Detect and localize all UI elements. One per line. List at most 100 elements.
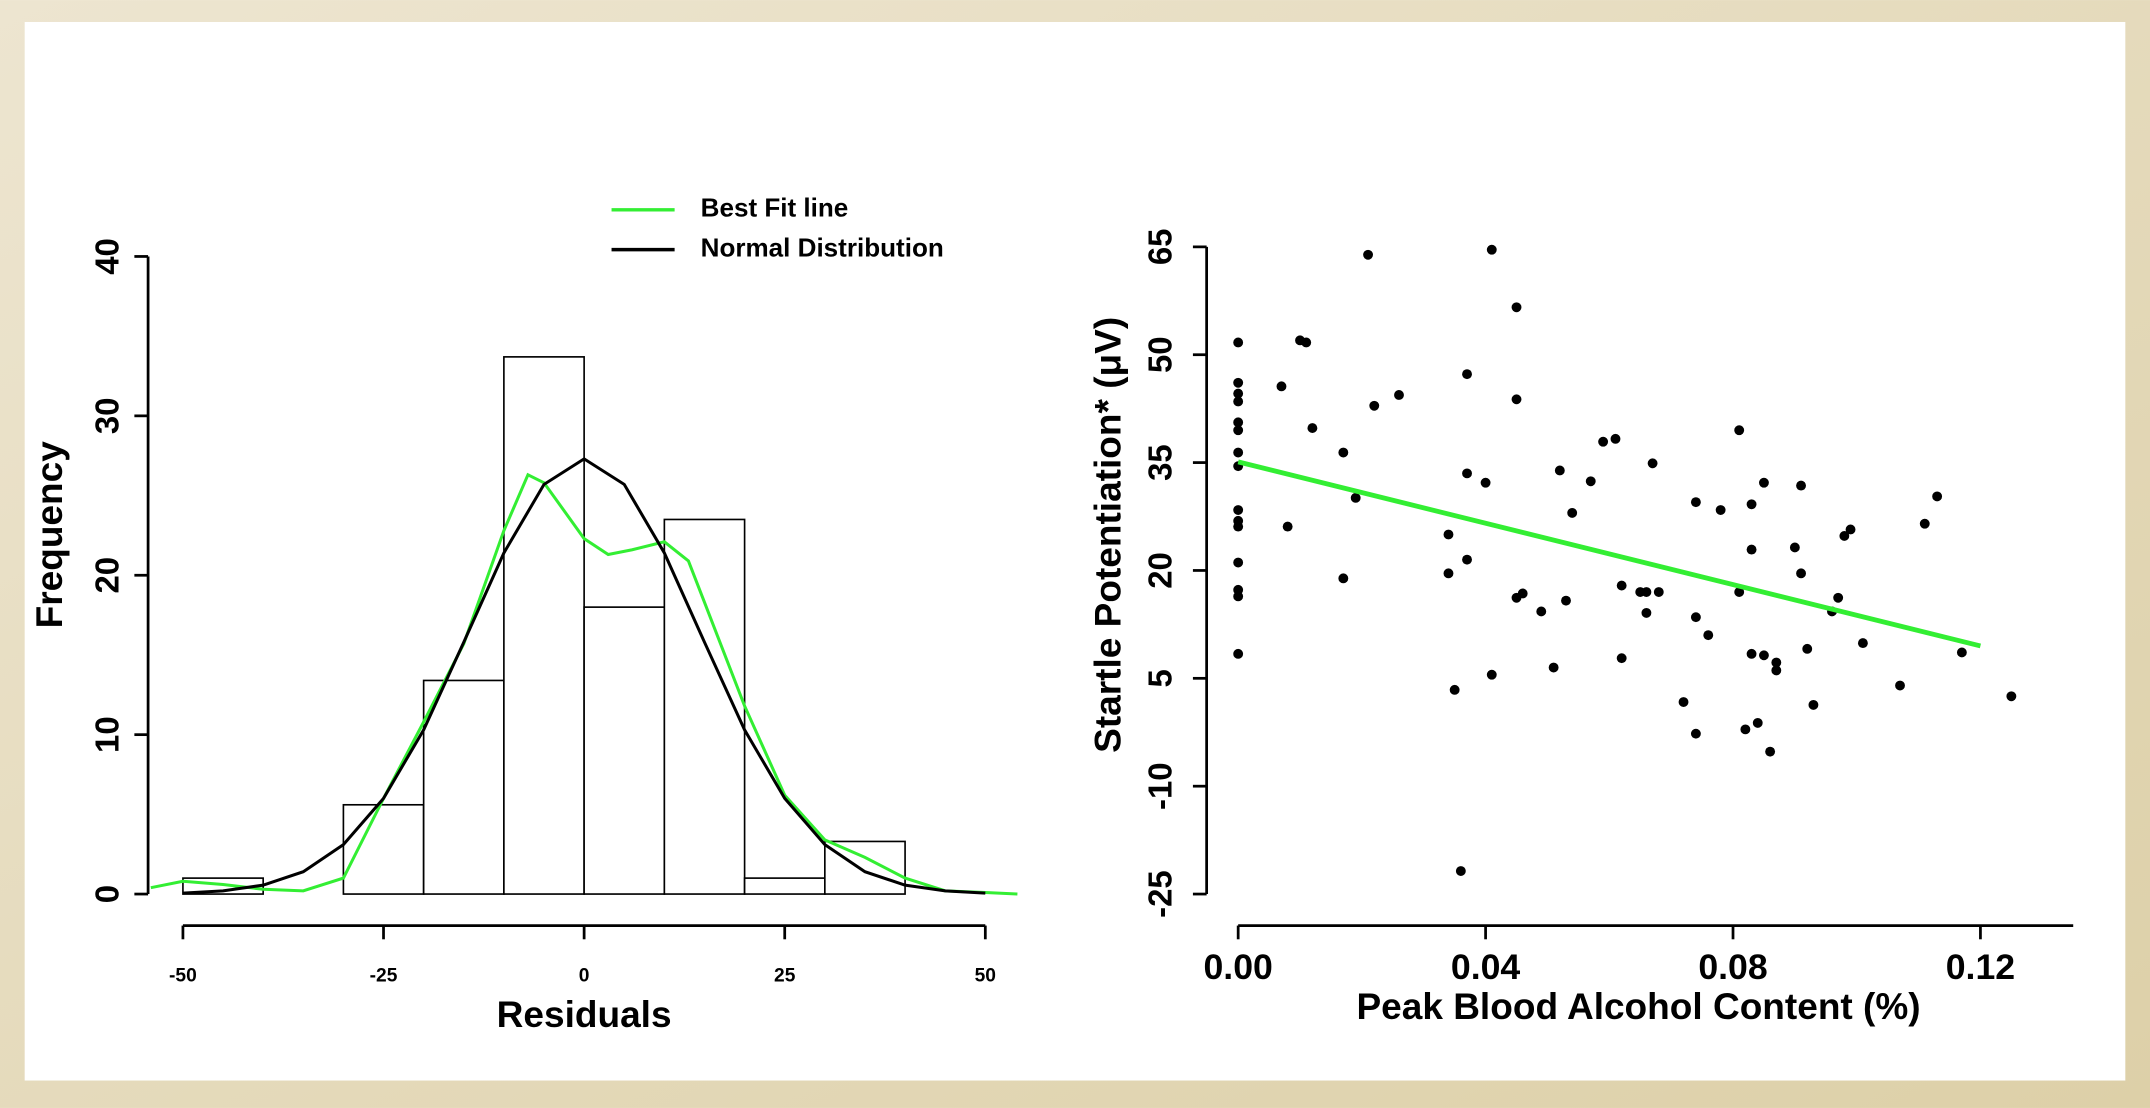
- scatter-point: [1567, 507, 1578, 518]
- x-axis-title: Residuals: [497, 993, 672, 1035]
- scatter-point: [1233, 505, 1244, 515]
- scatter-point: [1233, 648, 1244, 659]
- scatter-point: [1740, 724, 1751, 735]
- y-tick-label: 10: [88, 716, 125, 753]
- scatter-point: [1233, 447, 1244, 458]
- scatter-point: [1369, 400, 1380, 411]
- scatter-point: [1338, 447, 1349, 458]
- scatter-point: [1796, 480, 1806, 491]
- x-tick-label: -25: [370, 965, 398, 986]
- scatter-point: [1233, 388, 1244, 399]
- scatter-point: [1796, 568, 1806, 579]
- scatter-point: [1276, 381, 1287, 392]
- scatter-point: [1486, 244, 1497, 255]
- scatter-point: [1363, 249, 1374, 260]
- x-axis-title: Peak Blood Alcohol Content (%): [1356, 985, 1920, 1027]
- scatter-point: [1233, 425, 1244, 436]
- scatter-point: [1895, 680, 1905, 691]
- scatter-point: [1771, 657, 1782, 668]
- scatter-point: [2006, 691, 2017, 702]
- scatter-point: [1462, 468, 1472, 479]
- scatter-point: [1653, 587, 1664, 597]
- histogram-bar: [824, 840, 906, 895]
- scatter-point: [1734, 425, 1745, 436]
- scatter-point: [1715, 505, 1726, 515]
- scatter-point: [1307, 423, 1318, 434]
- y-tick-label: -25: [1141, 870, 1178, 918]
- scatter-point: [1734, 587, 1745, 597]
- histogram-bar: [422, 679, 505, 895]
- scatter-point: [1233, 417, 1244, 428]
- scatter-point: [1746, 544, 1757, 555]
- scatter-point: [1449, 684, 1460, 695]
- scatter-point: [1282, 521, 1293, 532]
- scatter-point: [1548, 662, 1559, 673]
- slide-panel: [24, 21, 2126, 1081]
- scatter-point: [1746, 648, 1757, 659]
- histogram-bar: [743, 877, 826, 895]
- scatter-point: [1486, 669, 1497, 680]
- x-tick-label: 50: [975, 965, 996, 986]
- scatter-point: [1765, 746, 1776, 757]
- scatter-point: [1690, 612, 1701, 623]
- scatter-point: [1678, 697, 1689, 707]
- y-axis-title: Startle Potentiation* (μV): [1086, 317, 1128, 753]
- y-tick-label: 50: [1141, 336, 1178, 373]
- scatter-point: [1932, 491, 1943, 502]
- x-tick-label: 0.08: [1698, 947, 1767, 987]
- x-tick-label: 0: [579, 965, 590, 986]
- histogram-bar: [503, 356, 585, 895]
- x-tick-label: 0.00: [1203, 947, 1272, 987]
- scatter-point: [1610, 433, 1621, 444]
- density-line: [182, 457, 986, 895]
- scatter-point: [1771, 665, 1782, 676]
- scatter-point: [1759, 477, 1769, 488]
- density-line: [150, 472, 1018, 896]
- scatter-point: [1554, 465, 1565, 476]
- scatter-point: [1641, 587, 1652, 597]
- scatter-point: [1839, 531, 1850, 541]
- x-tick-label: 0.12: [1946, 947, 2015, 987]
- scatter-point: [1598, 436, 1609, 447]
- y-tick-label: 5: [1141, 669, 1178, 687]
- scatter-point: [1641, 607, 1652, 618]
- scatter-point: [1919, 518, 1930, 529]
- scatter-point: [1956, 647, 1967, 658]
- scatter-point: [1536, 606, 1547, 617]
- scatter-point: [1462, 554, 1472, 565]
- scatter-point: [1690, 497, 1701, 508]
- scatter-point: [1517, 588, 1528, 599]
- scatter-point: [1857, 638, 1868, 649]
- x-tick-label: 25: [774, 965, 796, 986]
- scatter-point: [1759, 650, 1769, 661]
- y-tick-label: 20: [1141, 552, 1178, 589]
- scatter-point: [1233, 591, 1244, 602]
- scatter-point: [1616, 653, 1627, 664]
- scatter-point: [1511, 302, 1522, 313]
- scatter-point: [1752, 717, 1763, 728]
- y-tick-label: 0: [88, 885, 125, 903]
- y-tick-label: 35: [1141, 444, 1178, 481]
- scatter-point: [1233, 377, 1244, 388]
- scatter-point: [1233, 521, 1244, 532]
- scatter-point: [1690, 728, 1701, 739]
- x-tick-label: -50: [169, 965, 197, 986]
- scatter-point: [1233, 337, 1244, 348]
- y-tick-label: -10: [1141, 762, 1178, 810]
- legend-label: Normal Distribution: [701, 232, 944, 262]
- scatter-point: [1833, 592, 1844, 603]
- scatter-point: [1350, 492, 1361, 503]
- x-tick-label: 0.04: [1451, 947, 1521, 987]
- histogram-bar: [342, 803, 425, 895]
- y-tick-label: 20: [88, 557, 125, 594]
- scatter-point: [1789, 542, 1800, 553]
- scatter-point: [1480, 477, 1491, 488]
- scatter-point: [1233, 396, 1244, 407]
- scatter-point: [1511, 394, 1522, 405]
- scatter-point: [1443, 529, 1454, 540]
- y-tick-label: 65: [1141, 229, 1178, 266]
- scatter-point: [1802, 643, 1813, 654]
- scatter-point: [1808, 699, 1819, 710]
- scatter-point: [1338, 573, 1349, 584]
